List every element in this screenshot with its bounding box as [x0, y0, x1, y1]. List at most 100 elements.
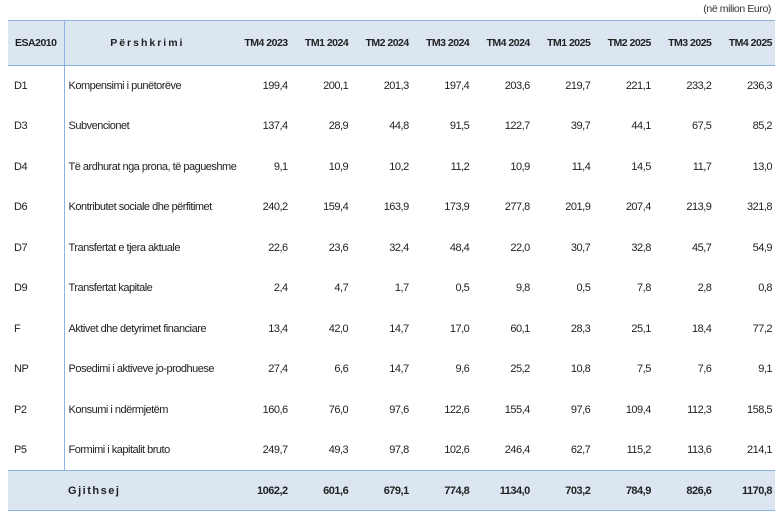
- row-value: 158,5: [746, 403, 773, 416]
- row-value: 60,1: [510, 322, 530, 335]
- header-period: TM4 2025: [714, 20, 775, 66]
- row-value: 10,9: [510, 160, 530, 173]
- row-value: 10,2: [389, 160, 409, 173]
- row-value: 159,4: [323, 201, 349, 214]
- row-value: 11,4: [571, 160, 591, 173]
- header-period: TM3 2025: [653, 20, 715, 66]
- row-value: 11,2: [450, 160, 470, 173]
- row-value: 97,6: [389, 403, 409, 416]
- row-value: 113,6: [687, 444, 712, 456]
- row-value: 0,8: [758, 282, 772, 295]
- row-code: NP: [8, 349, 65, 390]
- row-value: 7,5: [637, 363, 651, 376]
- row-value: 214,1: [746, 444, 773, 456]
- header-row: ESA2010 Përshkrimi TM4 2023 TM1 2024 TM2…: [8, 20, 775, 66]
- row-value: 115,2: [626, 444, 652, 456]
- row-value: 246,4: [504, 444, 531, 456]
- row-description: Posedimi i aktiveve jo-prodhuese: [68, 363, 215, 376]
- table-row: P5 Formimi i kapitalit bruto 249,7 49,3 97,8…: [8, 430, 775, 471]
- row-value: 77,2: [752, 322, 773, 335]
- header-period: TM2 2024: [351, 20, 412, 66]
- row-value: 277,8: [504, 201, 531, 214]
- table-row: D9 Transfertat kapitale 2,4 4,7 1,7 0,5 9,8 0,5…: [8, 268, 775, 309]
- row-description: Kontributet sociale dhe përfitimet: [68, 201, 213, 214]
- total-code: [8, 470, 65, 511]
- header-period: TM4 2023: [230, 20, 291, 66]
- row-value: 22,6: [268, 241, 288, 254]
- total-value: 1134,0: [472, 470, 533, 511]
- row-value: 45,7: [691, 241, 712, 254]
- row-description: Subvencionet: [68, 120, 130, 133]
- row-value: 76,0: [328, 403, 349, 416]
- row-value: 10,9: [328, 160, 349, 173]
- total-value: 679,1: [351, 470, 412, 511]
- row-code: F: [8, 308, 65, 349]
- header-code: ESA2010: [8, 20, 65, 66]
- table-row: D6 Kontributet sociale dhe përfitimet 240,…: [8, 187, 775, 228]
- row-code: D7: [8, 227, 65, 268]
- row-value: 199,4: [262, 80, 289, 92]
- row-value: 9,1: [758, 363, 772, 376]
- row-description: Transfertat e tjera aktuale: [68, 241, 181, 254]
- row-value: 221,1: [625, 80, 652, 92]
- header-period: TM3 2024: [411, 20, 473, 66]
- row-value: 240,2: [262, 201, 289, 214]
- row-value: 32,4: [389, 241, 409, 254]
- row-value: 201,3: [383, 80, 410, 92]
- row-value: 97,8: [389, 444, 409, 456]
- row-value: 44,8: [389, 120, 409, 133]
- row-value: 13,4: [268, 322, 288, 335]
- row-value: 49,3: [328, 444, 349, 456]
- row-value: 14,7: [389, 322, 409, 335]
- row-value: 28,3: [570, 322, 591, 335]
- header-period: TM1 2024: [290, 20, 352, 66]
- row-value: 155,4: [504, 403, 531, 416]
- row-code: D9: [8, 268, 65, 309]
- row-code: D3: [8, 106, 65, 147]
- row-value: 22,0: [510, 241, 530, 254]
- row-code: P5: [8, 430, 65, 471]
- row-value: 163,9: [383, 201, 410, 214]
- row-value: 219,7: [565, 80, 591, 92]
- row-value: 4,7: [334, 282, 349, 295]
- header-period: TM1 2025: [532, 20, 594, 66]
- row-value: 42,0: [328, 322, 349, 335]
- row-value: 39,7: [570, 120, 591, 133]
- row-value: 85,2: [752, 120, 773, 133]
- row-value: 28,9: [328, 120, 349, 133]
- row-value: 14,5: [631, 160, 651, 173]
- row-value: 0,5: [455, 282, 470, 295]
- row-value: 207,4: [625, 201, 652, 214]
- row-value: 2,8: [697, 282, 712, 295]
- row-value: 25,2: [510, 363, 530, 376]
- row-value: 97,6: [570, 403, 591, 416]
- row-value: 1,7: [394, 282, 409, 295]
- row-value: 109,4: [625, 403, 652, 416]
- row-value: 62,7: [570, 444, 591, 456]
- row-description: Transfertat kapitale: [68, 282, 153, 295]
- row-value: 7,6: [697, 363, 712, 376]
- row-value: 213,9: [686, 201, 712, 214]
- row-value: 27,4: [268, 363, 288, 376]
- total-label: Gjithsej: [64, 470, 231, 511]
- row-value: 17,0: [449, 322, 470, 335]
- row-value: 2,4: [273, 282, 288, 295]
- row-value: 233,2: [686, 80, 712, 92]
- row-value: 9,8: [515, 282, 530, 295]
- row-code: D4: [8, 146, 65, 187]
- total-value: 826,6: [653, 470, 715, 511]
- table-row: D1 Kompensimi i punëtorëve 199,4 200,1 201,3…: [8, 65, 775, 106]
- header-period: TM4 2024: [472, 20, 533, 66]
- row-value: 203,6: [504, 80, 531, 92]
- row-value: 321,8: [746, 201, 773, 214]
- row-code: D6: [8, 187, 65, 228]
- total-value: 703,2: [532, 470, 594, 511]
- row-value: 67,5: [691, 120, 712, 133]
- row-value: 10,8: [570, 363, 591, 376]
- total-value: 1062,2: [230, 470, 291, 511]
- row-value: 9,1: [273, 160, 288, 173]
- row-value: 6,6: [334, 363, 349, 376]
- row-value: 160,6: [262, 403, 289, 416]
- row-description: Aktivet dhe detyrimet financiare: [68, 322, 207, 335]
- row-value: 201,9: [565, 201, 591, 214]
